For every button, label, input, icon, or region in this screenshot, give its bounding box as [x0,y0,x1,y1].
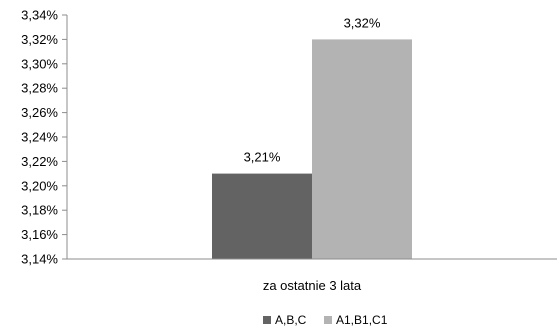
legend: A,B,C A1,B1,C1 [263,313,388,327]
y-axis: 3,14% 3,16% 3,18% 3,20% 3,22% 3,24% 3,26% 3,28%… [21,8,68,267]
bars: 3,21% 3,32% [212,15,412,260]
y-tick-label: 3,30% [21,56,58,71]
legend-swatch [263,316,271,324]
x-category-label: za ostatnie 3 lata [263,278,362,293]
bar [212,173,312,259]
y-tick-label: 3,28% [21,81,58,96]
y-tick-label: 3,14% [21,252,58,267]
x-axis: za ostatnie 3 lata [67,258,557,293]
y-tick-label: 3,24% [21,130,58,145]
legend-label: A,B,C [275,313,307,327]
y-tick-label: 3,22% [21,154,58,169]
bar [312,39,412,260]
data-label: 3,21% [244,150,281,165]
legend-swatch [324,316,332,324]
y-tick-label: 3,16% [21,227,58,242]
y-tick-label: 3,34% [21,8,58,23]
y-tick-label: 3,26% [21,105,58,120]
legend-label: A1,B1,C1 [336,313,388,327]
data-label: 3,32% [344,15,381,30]
y-tick-label: 3,18% [21,203,58,218]
y-tick-label: 3,20% [21,178,58,193]
y-tick-label: 3,32% [21,32,58,47]
